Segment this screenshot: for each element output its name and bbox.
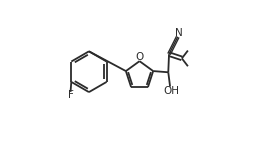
- Text: OH: OH: [163, 87, 179, 96]
- Text: N: N: [175, 28, 183, 38]
- Text: O: O: [136, 52, 144, 62]
- Text: F: F: [68, 90, 73, 100]
